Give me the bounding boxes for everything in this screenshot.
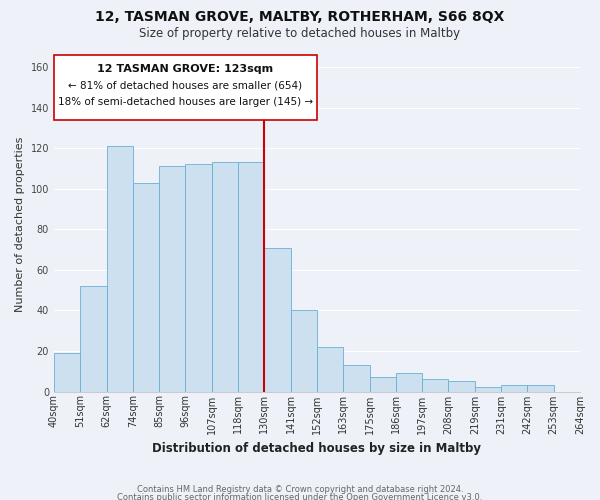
Bar bbox=[527, 386, 554, 392]
Text: 12, TASMAN GROVE, MALTBY, ROTHERHAM, S66 8QX: 12, TASMAN GROVE, MALTBY, ROTHERHAM, S66… bbox=[95, 10, 505, 24]
Bar bbox=[185, 164, 212, 392]
Bar bbox=[290, 310, 317, 392]
X-axis label: Distribution of detached houses by size in Maltby: Distribution of detached houses by size … bbox=[152, 442, 481, 455]
Bar bbox=[475, 388, 501, 392]
FancyBboxPatch shape bbox=[54, 56, 317, 120]
Text: Contains HM Land Registry data © Crown copyright and database right 2024.: Contains HM Land Registry data © Crown c… bbox=[137, 485, 463, 494]
Bar bbox=[133, 182, 159, 392]
Bar bbox=[80, 286, 107, 392]
Text: Contains public sector information licensed under the Open Government Licence v3: Contains public sector information licen… bbox=[118, 492, 482, 500]
Bar bbox=[238, 162, 265, 392]
Bar bbox=[317, 347, 343, 392]
Bar bbox=[159, 166, 185, 392]
Bar bbox=[265, 248, 290, 392]
Bar bbox=[343, 365, 370, 392]
Bar bbox=[448, 382, 475, 392]
Text: ← 81% of detached houses are smaller (654): ← 81% of detached houses are smaller (65… bbox=[68, 80, 302, 90]
Y-axis label: Number of detached properties: Number of detached properties bbox=[15, 136, 25, 312]
Text: Size of property relative to detached houses in Maltby: Size of property relative to detached ho… bbox=[139, 28, 461, 40]
Bar bbox=[212, 162, 238, 392]
Bar bbox=[54, 353, 80, 392]
Bar bbox=[396, 374, 422, 392]
Text: 18% of semi-detached houses are larger (145) →: 18% of semi-detached houses are larger (… bbox=[58, 97, 313, 107]
Bar bbox=[501, 386, 527, 392]
Bar bbox=[422, 380, 448, 392]
Bar bbox=[107, 146, 133, 392]
Text: 12 TASMAN GROVE: 123sqm: 12 TASMAN GROVE: 123sqm bbox=[97, 64, 274, 74]
Bar bbox=[370, 378, 396, 392]
